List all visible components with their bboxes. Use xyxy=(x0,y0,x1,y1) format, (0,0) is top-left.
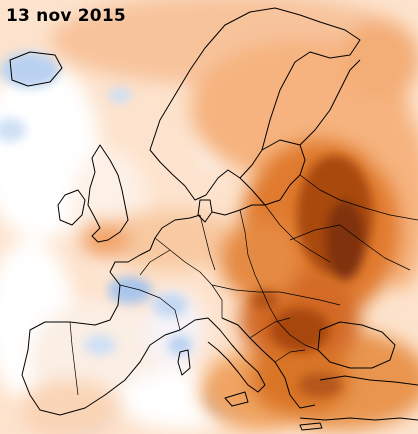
coastlines xyxy=(9,7,418,431)
national-borders xyxy=(69,174,418,396)
date-label: 13 nov 2015 xyxy=(6,6,126,26)
very-hot-anomaly-core xyxy=(251,155,373,397)
